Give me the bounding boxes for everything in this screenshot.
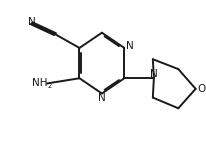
Text: N: N: [28, 17, 35, 27]
Text: 2: 2: [47, 83, 52, 89]
Text: N: N: [150, 69, 158, 79]
Text: NH: NH: [32, 78, 48, 88]
Text: O: O: [197, 84, 205, 94]
Text: N: N: [125, 41, 133, 51]
Text: N: N: [98, 93, 106, 103]
